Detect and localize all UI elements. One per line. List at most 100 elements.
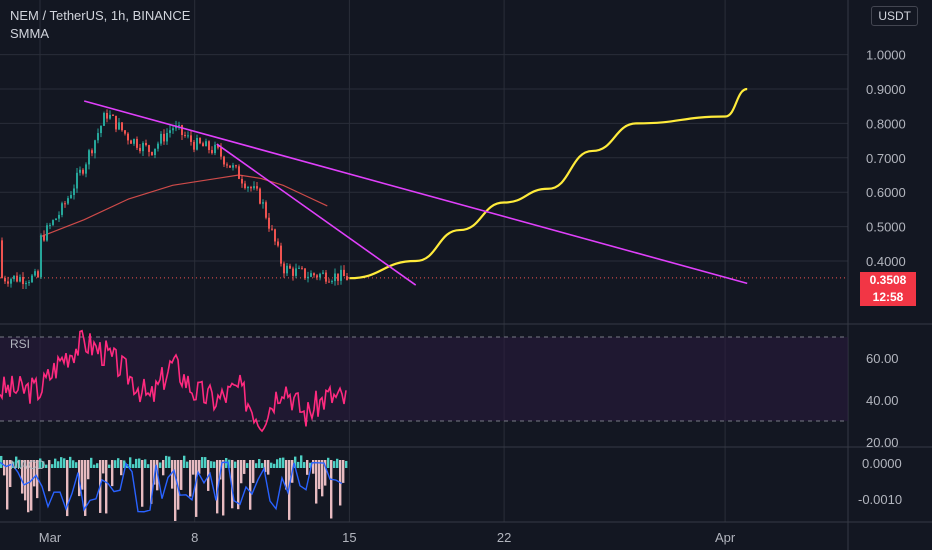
candle-body [130, 140, 132, 144]
candle-body [325, 272, 327, 282]
macd-bar [246, 463, 249, 468]
candle-body [118, 122, 120, 130]
macd-bar [36, 460, 39, 499]
candle-body [103, 112, 105, 126]
macd-bar [300, 455, 303, 468]
price-axis-label: 0.5000 [866, 220, 906, 235]
macd-bar [90, 457, 93, 468]
macd-bar [138, 458, 141, 468]
countdown-tag: 12:58 [860, 289, 916, 306]
candle-body [214, 144, 216, 154]
candle-body [145, 142, 147, 146]
macd-bar [327, 457, 330, 468]
rsi-axis-label: 40.00 [866, 393, 899, 408]
macd-bar [0, 455, 3, 468]
candle-body [229, 165, 231, 168]
macd-bar [147, 464, 150, 468]
macd-bar [72, 460, 75, 468]
candle-body [34, 271, 36, 276]
macd-bar [330, 460, 333, 519]
macd-bar [93, 464, 96, 468]
candle-body [22, 277, 24, 285]
macd-bar [249, 460, 252, 510]
macd-bar [96, 463, 99, 468]
rsi-panel-label[interactable]: RSI [10, 337, 31, 351]
macd-bar [201, 457, 204, 468]
rsi-axis-label: 60.00 [866, 351, 899, 366]
candle-body [322, 272, 324, 274]
candle-body [154, 148, 156, 156]
macd-bar [54, 458, 57, 468]
macd-bar [63, 458, 66, 468]
candle-body [112, 114, 114, 116]
macd-bar [279, 457, 282, 468]
candle-body [181, 125, 183, 135]
macd-bar [297, 461, 300, 468]
symbol-title[interactable]: NEM / TetherUS, 1h, BINANCE [10, 8, 191, 23]
candle-body [61, 203, 63, 215]
macd-bar [195, 460, 198, 517]
macd-bar [216, 460, 219, 514]
macd-panel-label[interactable]: MACD [10, 458, 46, 472]
candle-body [85, 164, 87, 174]
smma-line [39, 174, 328, 238]
macd-bar [30, 460, 33, 511]
macd-bar [24, 460, 27, 501]
candle-body [109, 114, 111, 119]
macd-bar [183, 455, 186, 468]
macd-bar [18, 459, 21, 468]
macd-bar [189, 460, 192, 497]
indicator-label-smma[interactable]: SMMA [10, 26, 49, 41]
macd-bar [129, 457, 132, 468]
time-axis-label: Apr [715, 530, 736, 545]
macd-bar [39, 458, 42, 468]
macd-bar [69, 456, 72, 468]
candle-body [163, 133, 165, 142]
price-axis-label: 1.0000 [866, 48, 906, 63]
candle-body [292, 268, 294, 276]
candle-body [70, 195, 72, 199]
candle-body [100, 125, 102, 134]
candle-body [49, 224, 51, 226]
time-axis-label: Mar [39, 530, 62, 545]
candle-body [88, 150, 90, 165]
macd-bar [9, 460, 12, 488]
candle-body [16, 275, 18, 282]
time-axis-label: 22 [497, 530, 511, 545]
macd-bar [114, 460, 117, 468]
candle-body [331, 281, 333, 283]
candle-body [283, 263, 285, 274]
rsi-line [0, 329, 347, 433]
candles [1, 109, 348, 290]
macd-bar [309, 462, 312, 468]
candle-body [337, 273, 339, 281]
currency-button[interactable]: USDT [871, 6, 918, 26]
candle-body [151, 151, 153, 156]
candle-body [265, 202, 267, 218]
macd-bar [27, 460, 30, 513]
candle-body [4, 277, 6, 282]
candle-body [196, 138, 198, 150]
macd-bar [144, 459, 147, 468]
macd-bar [180, 460, 183, 490]
candle-body [169, 130, 171, 133]
macd-bar [42, 461, 45, 468]
macd-bar [258, 459, 261, 468]
macd-bar [168, 456, 171, 468]
candle-body [244, 183, 246, 189]
trendline-2[interactable] [216, 143, 417, 286]
macd-bar [192, 460, 195, 475]
candle-body [172, 128, 174, 131]
macd-bar [324, 460, 327, 486]
trendline-1[interactable] [83, 100, 748, 285]
macd-bar [135, 458, 138, 468]
rsi-axis-label: 20.00 [866, 435, 899, 450]
candle-body [7, 281, 9, 284]
candle-body [124, 130, 126, 134]
macd-bar [321, 460, 324, 497]
macd-bar [174, 460, 177, 522]
macd-bar [132, 464, 135, 468]
candle-body [238, 166, 240, 179]
projection-curve[interactable] [349, 87, 748, 280]
